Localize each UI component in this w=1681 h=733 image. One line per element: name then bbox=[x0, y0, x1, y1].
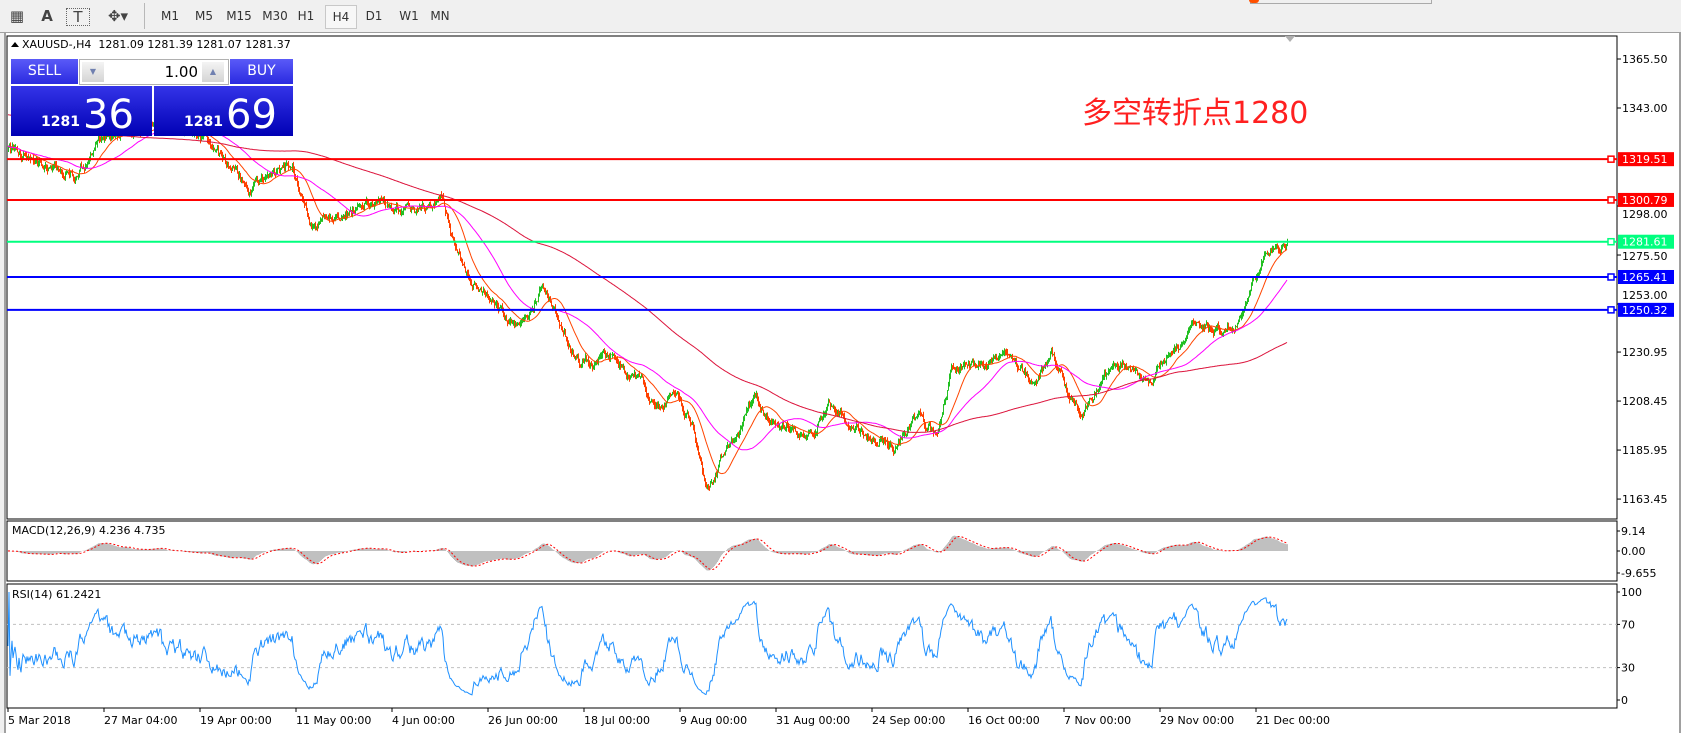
level-anchor-handle bbox=[1607, 196, 1615, 204]
timeframe-m1-button[interactable]: M1 bbox=[161, 9, 179, 23]
rsi-frame bbox=[6, 583, 1618, 709]
moving-average-line bbox=[8, 114, 1288, 433]
date-axis-label: 19 Apr 00:00 bbox=[200, 714, 272, 727]
date-axis-label: 24 Sep 00:00 bbox=[872, 714, 945, 727]
grid-fibo-icon[interactable]: ▦ bbox=[9, 7, 25, 25]
text-label-icon[interactable]: T bbox=[66, 8, 90, 26]
price-level-tag-label: 1250.32 bbox=[1622, 304, 1668, 317]
price-level-tag bbox=[1618, 234, 1674, 249]
chart-shift-marker-icon bbox=[1285, 36, 1295, 42]
date-axis-label: 31 Aug 00:00 bbox=[776, 714, 850, 727]
macd-axis-label: 0.00 bbox=[1621, 545, 1646, 558]
date-axis-label: 29 Nov 00:00 bbox=[1160, 714, 1234, 727]
price-axis-label: 1185.95 bbox=[1622, 444, 1668, 457]
candles-group bbox=[8, 114, 1288, 491]
price-level-tag bbox=[1618, 302, 1674, 317]
price-axis-label: 1275.50 bbox=[1622, 250, 1668, 263]
macd-axis-label: 9.14 bbox=[1621, 525, 1646, 538]
lot-size-stepper[interactable]: ▼ 1.00 ▲ bbox=[79, 59, 229, 85]
lot-decrease-button[interactable]: ▼ bbox=[82, 62, 104, 82]
date-axis-label: 26 Jun 00:00 bbox=[488, 714, 558, 727]
text-icon[interactable]: A bbox=[41, 7, 53, 25]
buy-price-pips: 69 bbox=[226, 92, 277, 138]
partial-orange-icon bbox=[1249, 0, 1259, 3]
price-axis-label: 1365.50 bbox=[1622, 53, 1668, 66]
sell-price-pips: 36 bbox=[83, 92, 134, 138]
date-axis-label: 5 Mar 2018 bbox=[8, 714, 71, 727]
price-level-tag bbox=[1618, 192, 1674, 207]
collapse-triangle-icon[interactable] bbox=[11, 42, 19, 47]
moving-average-line bbox=[8, 124, 1288, 475]
level-anchor-handle bbox=[1607, 155, 1615, 163]
price-level-tag-label: 1265.41 bbox=[1622, 271, 1668, 284]
rsi-axis-label: 0 bbox=[1621, 694, 1628, 707]
timeframe-m5-button[interactable]: M5 bbox=[195, 9, 213, 23]
moving-average-line bbox=[8, 127, 1288, 451]
timeframe-w1-button[interactable]: W1 bbox=[399, 9, 419, 23]
level-anchor-handle bbox=[1607, 237, 1615, 246]
date-axis-label: 16 Oct 00:00 bbox=[968, 714, 1040, 727]
rsi-axis-label: 100 bbox=[1621, 586, 1642, 599]
macd-signal-line bbox=[7, 536, 1288, 570]
chart-window[interactable] bbox=[4, 33, 1681, 733]
shapes-dropdown-icon[interactable]: ✥▾ bbox=[107, 7, 129, 25]
price-axis-label: 1298.00 bbox=[1622, 208, 1668, 221]
date-axis-label: 9 Aug 00:00 bbox=[680, 714, 747, 727]
rsi-axis-label: 70 bbox=[1621, 618, 1635, 631]
timeframe-m15-button[interactable]: M15 bbox=[226, 9, 252, 23]
price-level-tag bbox=[1618, 152, 1674, 167]
price-axis-label: 1163.45 bbox=[1622, 493, 1668, 506]
date-axis-label: 21 Dec 00:00 bbox=[1256, 714, 1330, 727]
macd-axis-label: -9.655 bbox=[1621, 567, 1656, 580]
sell-price-panel[interactable]: 1281 36 bbox=[11, 86, 152, 138]
date-axis-label: 11 May 00:00 bbox=[296, 714, 371, 727]
date-axis-label: 7 Nov 00:00 bbox=[1064, 714, 1131, 727]
toolbar: ▦ A T ✥▾ M1 M5 M15 M30 H1 H4 D1 W1 MN bbox=[0, 0, 1681, 33]
date-axis-label: 18 Jul 00:00 bbox=[584, 714, 650, 727]
date-axis-label: 27 Mar 04:00 bbox=[104, 714, 177, 727]
price-level-tag-label: 1319.51 bbox=[1622, 153, 1668, 166]
lot-size-input[interactable]: 1.00 bbox=[164, 63, 198, 81]
lot-increase-button[interactable]: ▲ bbox=[202, 62, 224, 82]
price-axis-label: 1208.45 bbox=[1622, 395, 1668, 408]
rsi-label: RSI(14) 61.2421 bbox=[12, 588, 102, 601]
macd-label: MACD(12,26,9) 4.236 4.735 bbox=[12, 524, 166, 537]
level-anchor-handle bbox=[1607, 273, 1615, 281]
toolbar-separator bbox=[144, 3, 145, 29]
price-level-tag bbox=[1618, 269, 1674, 284]
rsi-axis-label: 30 bbox=[1621, 662, 1635, 675]
price-level-tag-label: 1300.79 bbox=[1622, 194, 1668, 207]
buy-price-panel[interactable]: 1281 69 bbox=[154, 86, 293, 138]
sell-button[interactable]: SELL bbox=[11, 59, 78, 84]
symbol-ohlc-title: XAUUSD-,H4 1281.09 1281.39 1281.07 1281.… bbox=[22, 38, 291, 51]
timeframe-d1-button[interactable]: D1 bbox=[365, 9, 383, 23]
timeframe-m30-button[interactable]: M30 bbox=[262, 9, 288, 23]
sell-price-big-figure: 1281 bbox=[41, 114, 80, 130]
date-axis-label: 4 Jun 00:00 bbox=[392, 714, 455, 727]
timeframe-h1-button[interactable]: H1 bbox=[297, 9, 315, 23]
timeframe-h4-button[interactable]: H4 bbox=[325, 5, 357, 29]
price-level-tag-label: 1281.61 bbox=[1622, 236, 1668, 249]
buy-price-big-figure: 1281 bbox=[184, 114, 223, 130]
price-axis-label: 1343.00 bbox=[1622, 102, 1668, 115]
macd-group bbox=[7, 535, 1288, 571]
buy-button[interactable]: BUY bbox=[230, 59, 293, 84]
level-anchor-handle bbox=[1607, 306, 1615, 314]
price-axis-label: 1230.95 bbox=[1622, 346, 1668, 359]
timeframe-mn-button[interactable]: MN bbox=[430, 9, 450, 23]
chart-annotation-text[interactable]: 多空转折点1280 bbox=[1082, 96, 1309, 131]
price-axis-label: 1253.00 bbox=[1622, 289, 1668, 302]
rsi-line bbox=[7, 591, 1288, 696]
